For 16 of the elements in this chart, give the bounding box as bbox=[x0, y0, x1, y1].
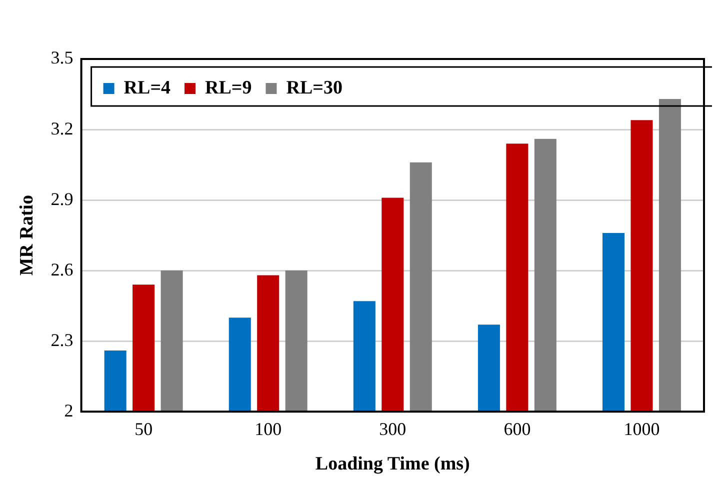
y-tick-label: 3.2 bbox=[50, 118, 74, 138]
x-tick-label: 300 bbox=[379, 419, 406, 440]
y-tick-label: 2.3 bbox=[50, 330, 74, 350]
legend-label: RL=30 bbox=[286, 77, 342, 98]
y-axis-title: MR Ratio bbox=[16, 194, 38, 276]
y-tick-label: 2.6 bbox=[50, 259, 74, 280]
legend-label: RL=9 bbox=[205, 77, 252, 98]
x-tick-label: 50 bbox=[134, 419, 153, 440]
x-axis-title: Loading Time (ms) bbox=[315, 454, 470, 475]
x-tick-label: 100 bbox=[254, 419, 282, 440]
legend-label: RL=4 bbox=[124, 77, 172, 98]
y-tick-label: 2 bbox=[64, 400, 74, 420]
y-tick-label: 3.5 bbox=[50, 48, 74, 68]
y-tick-label: 2.9 bbox=[50, 188, 74, 209]
x-tick-label: 1000 bbox=[624, 419, 660, 440]
x-tick-label: 600 bbox=[504, 419, 531, 440]
